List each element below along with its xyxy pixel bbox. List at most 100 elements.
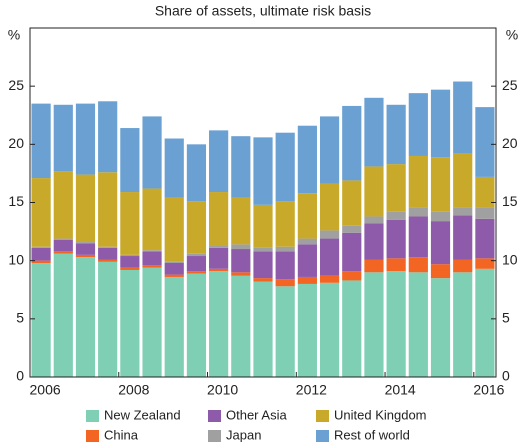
bar-segment [342, 225, 362, 233]
bar-segment [319, 275, 340, 283]
bar-segment [408, 257, 428, 273]
bar-segment [275, 279, 295, 287]
bar-segment [297, 193, 317, 239]
y-tick-label: 25 [8, 77, 24, 93]
bar-segment [53, 253, 73, 377]
legend-label: United Kingdom [334, 407, 427, 422]
bar-segment [120, 128, 140, 193]
bar-segment [31, 247, 51, 261]
bar-segment [186, 253, 207, 257]
bar-segment [142, 188, 162, 251]
x-tick-label: 2010 [207, 382, 238, 398]
bar-segment [53, 104, 73, 172]
bar-segment [430, 157, 451, 212]
legend: New Zealand China Other Asia Japan United Ki… [86, 407, 427, 442]
bar-segment [319, 230, 340, 239]
legend-label: Japan [226, 427, 261, 442]
x-tick-label: 2014 [385, 382, 416, 398]
bar-segment [297, 276, 317, 284]
y-unit-left: % [8, 27, 20, 43]
bar-segment [209, 271, 229, 377]
bar-segment [342, 232, 362, 272]
bar-segment [386, 258, 406, 272]
bar-segment [475, 258, 495, 269]
bar-segment [53, 238, 73, 240]
bar-segment [31, 246, 51, 248]
bar-segment [120, 267, 140, 270]
bar-segment [430, 89, 451, 158]
bar-segment [319, 183, 340, 231]
legend-label: Rest of world [334, 427, 410, 442]
bar-segment [164, 261, 184, 263]
bar-segment [475, 107, 495, 177]
bar-segment [53, 239, 73, 252]
bar-segment [75, 174, 96, 243]
bar-segment [142, 116, 162, 189]
bar-segment [453, 272, 473, 377]
y-tick-label-right: 5 [502, 310, 510, 326]
y-tick-label-right: 20 [502, 135, 518, 151]
bar-segment [209, 247, 229, 269]
bar-segment [120, 254, 140, 257]
bar-segment [142, 265, 162, 268]
bar-segment [475, 218, 495, 259]
bar-segment [475, 268, 495, 377]
bar-segment [53, 251, 73, 254]
y-tick-label-right: 15 [502, 193, 518, 209]
legend-label: China [104, 427, 139, 442]
bar-segment [364, 272, 384, 377]
bar-segment [430, 221, 451, 265]
bar-segment [430, 264, 451, 279]
bar-segment [98, 247, 118, 260]
bar-segment [142, 250, 162, 252]
bar-segment [98, 172, 118, 247]
bar-segment [297, 283, 317, 377]
bar-segment [453, 259, 473, 273]
bar-segment [98, 261, 118, 377]
bar-segment [475, 207, 495, 219]
bar-segment [31, 262, 51, 377]
bar-segment [275, 201, 295, 247]
legend-swatch [86, 410, 99, 422]
bar-segment [386, 271, 406, 377]
bar-segment [253, 281, 273, 377]
bar-segment [231, 136, 251, 198]
legend-label: New Zealand [104, 407, 181, 422]
bar-segment [275, 251, 295, 280]
bar-segment [430, 278, 451, 377]
bar-segment [53, 171, 73, 239]
y-tick-label: 0 [16, 368, 24, 384]
bar-segment [164, 138, 184, 198]
bar-segment [453, 207, 473, 216]
bar-segment [142, 251, 162, 266]
bar-segment [253, 278, 273, 282]
bar-segment [386, 219, 406, 259]
legend-swatch [208, 430, 221, 442]
x-tick-label: 2016 [473, 382, 504, 398]
bar-segment [408, 155, 428, 208]
legend-swatch [316, 430, 329, 442]
y-tick-label: 10 [8, 251, 24, 267]
bar-segment [297, 125, 317, 194]
bar-segment [164, 274, 184, 277]
bar-segment [75, 257, 96, 377]
bar-segment [253, 204, 273, 248]
bar-segment [186, 273, 207, 377]
bar-segment [342, 105, 362, 181]
bar-segment [231, 272, 251, 276]
bar-segment [231, 249, 251, 273]
bar-segment [209, 245, 229, 248]
bar-segment [209, 192, 229, 246]
bar-segment [408, 207, 428, 217]
bar-segment [231, 244, 251, 250]
bar-segment [319, 238, 340, 276]
bar-segment [475, 176, 495, 208]
bar-segment [453, 153, 473, 208]
bar-segment [364, 259, 384, 273]
bar-segment [408, 93, 428, 156]
bar-segment [408, 216, 428, 258]
bar-segment [186, 256, 207, 272]
legend-swatch [316, 410, 329, 422]
bar-segment [120, 256, 140, 268]
